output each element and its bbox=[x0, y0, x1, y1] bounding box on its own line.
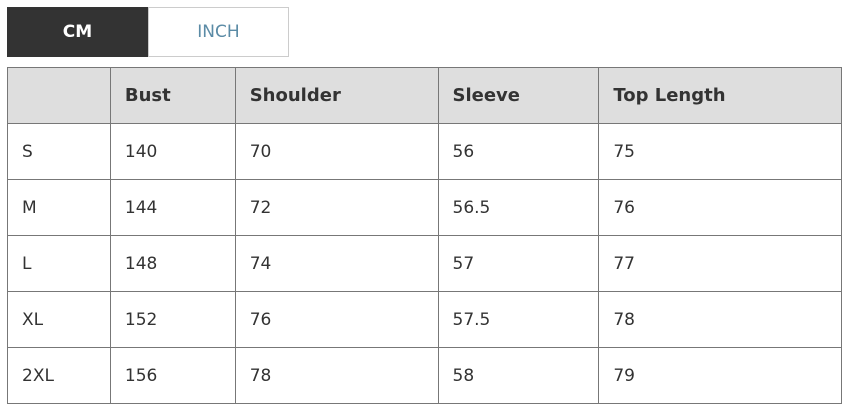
measurement-cell: 148 bbox=[109, 235, 236, 292]
unit-toggle: CM INCH bbox=[7, 7, 289, 57]
measurement-cell: 72 bbox=[234, 179, 439, 236]
measurement-cell: 76 bbox=[598, 179, 842, 236]
measurement-cell: 78 bbox=[598, 291, 842, 348]
column-header: Shoulder bbox=[234, 67, 439, 124]
size-cell: 2XL bbox=[7, 347, 111, 404]
measurement-cell: 74 bbox=[234, 235, 439, 292]
table-row: XL 152 76 57.5 78 bbox=[7, 291, 842, 348]
table-row: M 144 72 56.5 76 bbox=[7, 179, 842, 236]
measurement-cell: 152 bbox=[109, 291, 236, 348]
measurement-cell: 57 bbox=[437, 235, 600, 292]
column-header: Bust bbox=[109, 67, 236, 124]
tab-cm[interactable]: CM bbox=[7, 7, 148, 57]
size-cell: XL bbox=[7, 291, 111, 348]
measurement-cell: 57.5 bbox=[437, 291, 600, 348]
header-row: Bust Shoulder Sleeve Top Length bbox=[7, 67, 842, 124]
measurement-cell: 144 bbox=[109, 179, 236, 236]
size-cell: S bbox=[7, 123, 111, 180]
column-header bbox=[7, 67, 111, 124]
measurement-cell: 56.5 bbox=[437, 179, 600, 236]
measurement-cell: 76 bbox=[234, 291, 439, 348]
measurement-cell: 140 bbox=[109, 123, 236, 180]
measurement-cell: 156 bbox=[109, 347, 236, 404]
size-chart-table: Bust Shoulder Sleeve Top Length S 140 70 56 75 M… bbox=[7, 67, 842, 404]
measurement-cell: 70 bbox=[234, 123, 439, 180]
table-row: 2XL 156 78 58 79 bbox=[7, 347, 842, 404]
column-header: Top Length bbox=[598, 67, 842, 124]
measurement-cell: 56 bbox=[437, 123, 600, 180]
measurement-cell: 79 bbox=[598, 347, 842, 404]
table-row: L 148 74 57 77 bbox=[7, 235, 842, 292]
size-cell: L bbox=[7, 235, 111, 292]
table-row: S 140 70 56 75 bbox=[7, 123, 842, 180]
size-cell: M bbox=[7, 179, 111, 236]
measurement-cell: 77 bbox=[598, 235, 842, 292]
column-header: Sleeve bbox=[437, 67, 600, 124]
measurement-cell: 78 bbox=[234, 347, 439, 404]
measurement-cell: 75 bbox=[598, 123, 842, 180]
tab-inch[interactable]: INCH bbox=[148, 7, 289, 57]
measurement-cell: 58 bbox=[437, 347, 600, 404]
